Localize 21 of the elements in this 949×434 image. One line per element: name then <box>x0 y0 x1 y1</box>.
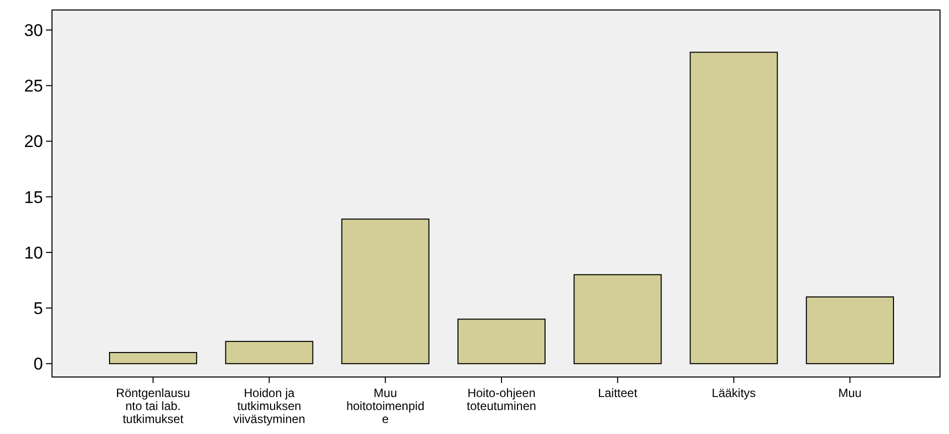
x-tick-label: Hoidon ja tutkimuksen viivästyminen <box>233 386 306 426</box>
x-tick-label: Muu <box>838 386 862 400</box>
x-tick-label: Laitteet <box>598 386 638 400</box>
x-tick-label: Hoito-ohjeen toteutuminen <box>466 386 536 413</box>
x-tick-label: Muu hoitotoimenpid e <box>346 386 424 426</box>
y-tick-label: 15 <box>24 188 43 207</box>
bar <box>341 218 430 364</box>
y-tick-label: 25 <box>24 76 43 96</box>
bar <box>574 274 662 364</box>
y-tick-label: 30 <box>24 20 43 40</box>
y-tick-label: 5 <box>34 299 43 318</box>
bar <box>806 296 894 364</box>
x-tick-label: Röntgenlausu nto tai lab. tutkimukset <box>116 386 190 426</box>
y-tick-label: 10 <box>24 243 43 262</box>
bar <box>109 352 198 364</box>
bar <box>457 318 546 364</box>
y-tick-label: 0 <box>34 354 43 374</box>
y-tick-label: 20 <box>24 132 43 152</box>
bar <box>225 340 314 364</box>
bar <box>690 52 778 364</box>
x-tick-label: Lääkitys <box>712 386 756 400</box>
